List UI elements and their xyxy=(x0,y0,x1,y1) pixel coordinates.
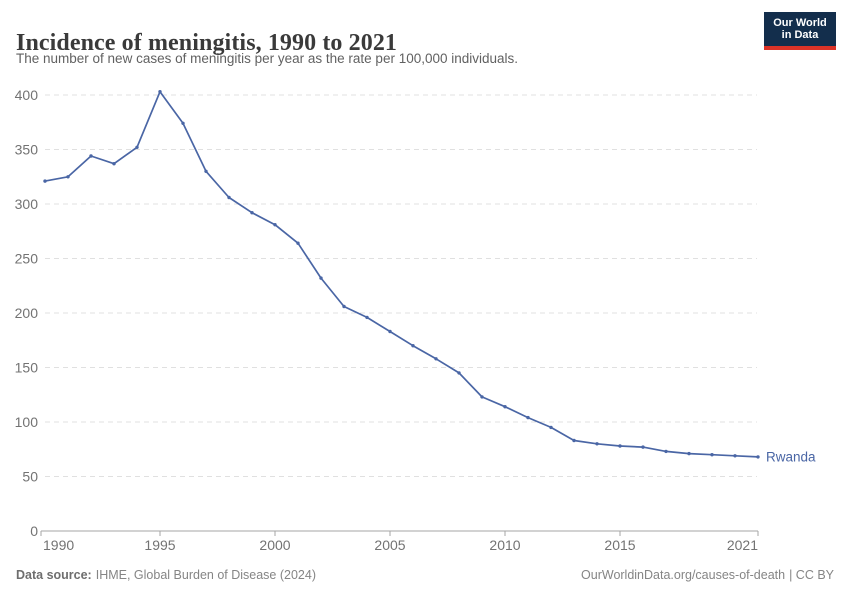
data-source: Data source: IHME, Global Burden of Disea… xyxy=(16,568,316,582)
data-point xyxy=(204,169,208,173)
data-point xyxy=(526,415,530,420)
owid-logo[interactable]: Our World in Data xyxy=(764,12,836,50)
data-source-label: Data source: xyxy=(16,568,92,582)
gridlines-group: 0 50 100 150 200 250 300 350 400 xyxy=(15,87,757,539)
data-point xyxy=(687,451,691,456)
data-point xyxy=(158,90,162,94)
y-tick-label: 350 xyxy=(15,141,39,157)
data-point xyxy=(319,276,323,280)
data-point xyxy=(342,304,346,309)
x-tick-label: 2010 xyxy=(489,537,520,553)
y-tick-label: 250 xyxy=(15,250,39,266)
data-point xyxy=(618,444,622,448)
page-title: Incidence of meningitis, 1990 to 2021 xyxy=(16,30,398,57)
data-point xyxy=(572,438,576,443)
series-line xyxy=(44,90,759,458)
data-point xyxy=(664,449,668,454)
entity-label[interactable]: Rwanda xyxy=(766,450,816,465)
y-tick-label: 200 xyxy=(15,305,39,321)
data-point xyxy=(227,195,231,200)
x-tick-label: 2021 xyxy=(727,537,758,553)
x-tick-label: 1995 xyxy=(144,537,175,553)
owid-logo-line1: Our World xyxy=(773,16,827,29)
x-tick-label: 1990 xyxy=(43,537,74,553)
data-point xyxy=(641,445,645,449)
data-point xyxy=(250,211,254,215)
y-tick-label: 0 xyxy=(30,523,38,539)
footer: Data source: IHME, Global Burden of Disea… xyxy=(16,568,834,582)
data-point xyxy=(733,454,737,458)
page-subtitle: The number of new cases of meningitis pe… xyxy=(16,51,519,66)
y-tick-label: 50 xyxy=(22,468,38,484)
data-point xyxy=(549,425,553,430)
y-tick-label: 400 xyxy=(15,87,39,103)
data-point xyxy=(756,455,760,459)
data-point xyxy=(43,179,47,183)
y-tick-label: 300 xyxy=(15,196,39,212)
x-tick-label: 2015 xyxy=(604,537,635,553)
data-point xyxy=(411,344,415,348)
data-point xyxy=(365,315,369,320)
data-point xyxy=(89,154,93,158)
x-axis-group: 1990 1995 2000 2005 2010 2015 2021 xyxy=(40,530,759,553)
footer-right: OurWorldinData.org/causes-of-death | CC B… xyxy=(581,568,834,582)
data-point xyxy=(66,175,70,179)
y-tick-label: 100 xyxy=(15,414,39,430)
data-point xyxy=(181,121,185,126)
data-point xyxy=(434,357,438,361)
data-point xyxy=(457,371,461,375)
data-point xyxy=(480,395,484,399)
footer-link[interactable]: OurWorldinData.org/causes-of-death xyxy=(581,568,786,582)
data-source-text: IHME, Global Burden of Disease (2024) xyxy=(95,568,316,582)
data-point xyxy=(503,405,507,409)
data-point xyxy=(595,442,599,446)
data-point xyxy=(273,223,277,227)
owid-logo-line2: in Data xyxy=(781,29,819,41)
data-point xyxy=(710,453,714,457)
x-tick-label: 2000 xyxy=(259,537,290,553)
license-text: | CC BY xyxy=(789,568,834,582)
series-group: Rwanda xyxy=(43,90,816,465)
x-tick-label: 2005 xyxy=(374,537,405,553)
data-point xyxy=(388,329,392,334)
data-point xyxy=(112,162,116,166)
data-point xyxy=(296,241,300,245)
y-tick-label: 150 xyxy=(15,359,39,375)
data-point xyxy=(135,145,139,149)
